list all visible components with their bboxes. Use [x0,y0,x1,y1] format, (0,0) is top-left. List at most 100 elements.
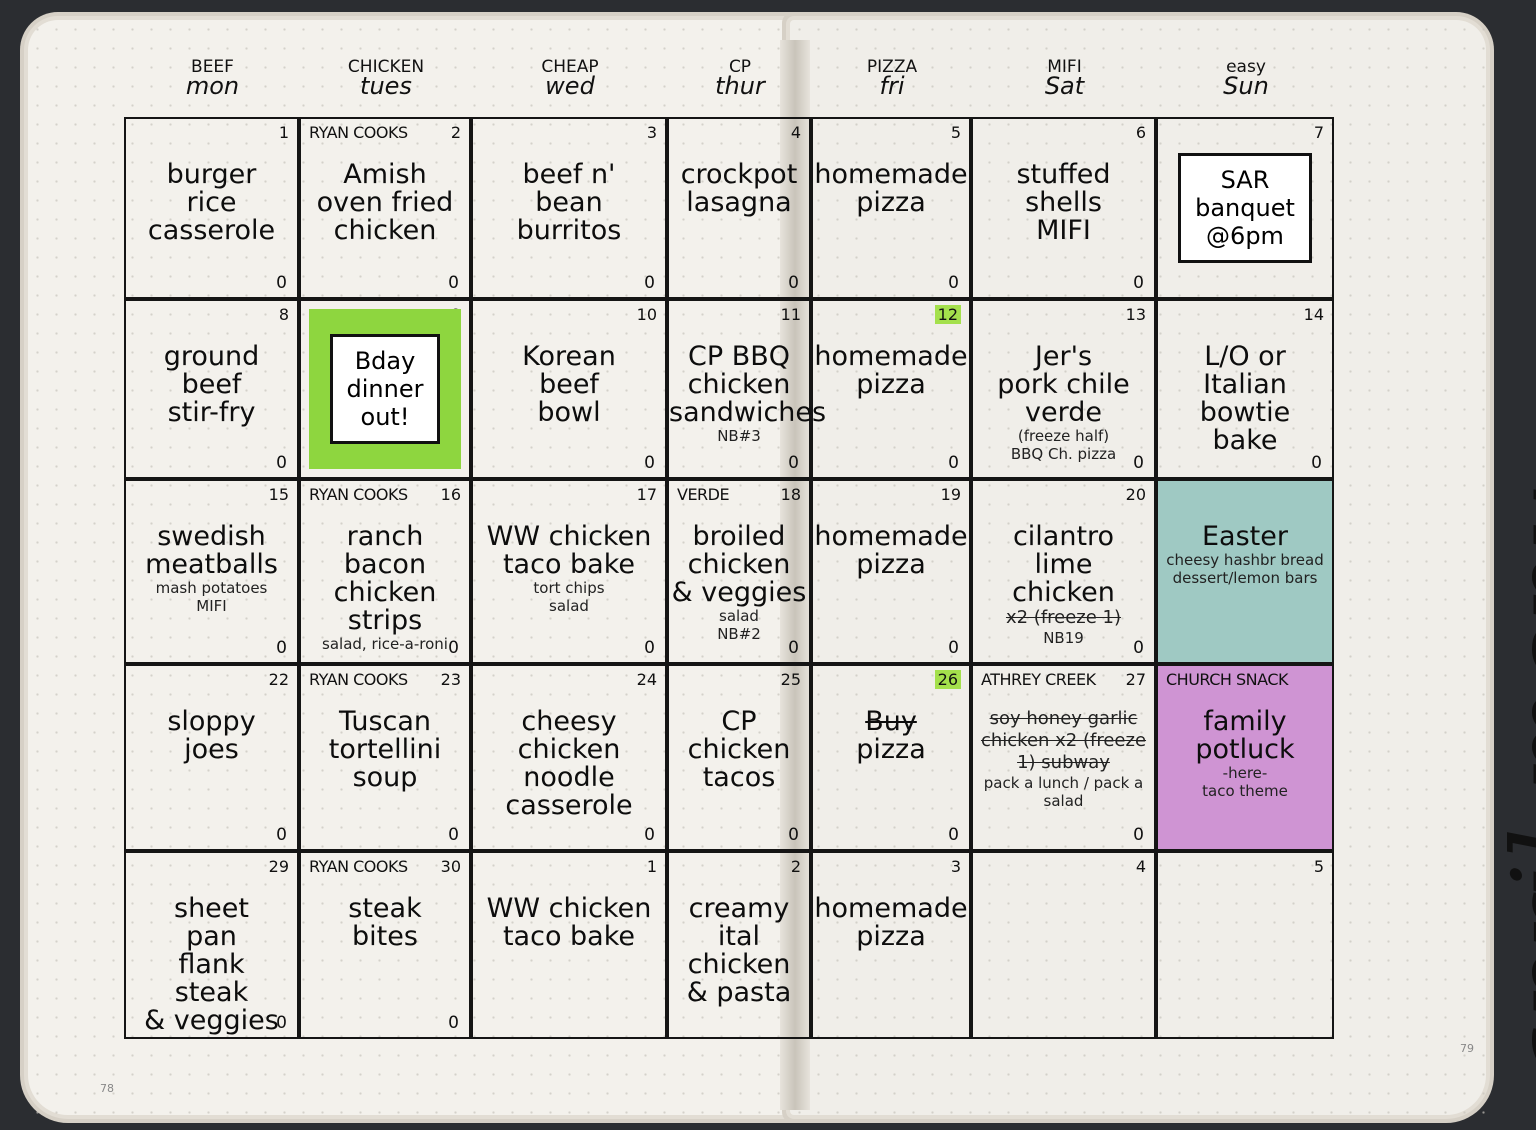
meal-subnote: (freeze half) [1017,427,1110,445]
meal-line: chicken [333,215,437,246]
meal-text: Tuscan tortellini soup [301,708,469,792]
meal-line: homemade [814,521,968,552]
meal-line: bowtie [1199,397,1291,428]
day-cell: 15 swedish meatballs mash potatoes MIFI 0 [124,479,299,664]
meal-line: beef [539,369,599,400]
meal-subnote: cheesy hashbr bread [1166,551,1324,569]
side-title: april menu [1488,481,1536,1087]
meal-text: steak bites [301,895,469,951]
day-cell: 5 [1156,851,1334,1039]
count-marker: 0 [644,453,655,473]
meal-line: pork chile [997,369,1130,400]
day-number: 17 [636,485,657,504]
day-cell: 24 cheesy chicken noodle casserole 0 [471,664,667,851]
struck-text: x2 (freeze 1) [1005,607,1122,628]
meal-text: cilantro lime chicken x2 (freeze 1) NB19 [973,523,1154,648]
meal-line: dinner [346,375,424,403]
cell-top-note: Ryan cooks [309,123,408,142]
meal-line: & veggies [144,1005,279,1036]
header-sun: easy Sun [1157,58,1335,99]
header-tues: CHICKEN tues [300,58,472,100]
meal-line: MIFI [1036,215,1091,246]
day-cell: 27 Athrey Creek soy honey garlic chicken x… [971,664,1156,851]
day-number: 12 [934,305,961,324]
meal-line: rice [186,187,237,218]
meal-text: Korean beef bowl [473,343,665,427]
day-cell: church snack family potluck -here-taco them… [1156,664,1334,851]
header-category: PIZZA [866,57,918,77]
meal-line: bake [1212,425,1278,456]
day-cell: 13 Jer's pork chile verde (freeze half) BBQ C… [971,299,1156,479]
right-page [790,20,1486,1115]
meal-line: Bday [354,347,416,375]
meal-text: Easter cheesy hashbr bread dessert/lemon b… [1158,523,1332,588]
meal-line: potluck [1195,734,1295,765]
day-number: 30 [440,857,461,876]
meal-line: CP BBQ [687,341,790,372]
meal-line: joes [184,734,239,765]
day-number: 4 [1135,857,1146,876]
count-marker: 0 [644,638,655,658]
meal-line: Jer's [1034,341,1093,372]
count-marker: 0 [644,825,655,845]
meal-text: Jer's pork chile verde (freeze half) BBQ Ch.… [973,341,1154,464]
meal-text: WW chicken taco bake [473,895,665,951]
day-number: 18 [780,485,801,504]
day-number: 27 [1125,670,1146,689]
meal-subnote: mash potatoes [155,579,268,597]
meal-line: burritos [516,215,622,246]
day-number: 23 [440,670,461,689]
cell-top-note: Ryan cooks [309,857,408,876]
count-marker: 0 [788,453,799,473]
meal-line: noodle [523,762,615,793]
day-cell: 20 cilantro lime chicken x2 (freeze 1) NB19 0 [971,479,1156,664]
page-number-right: 79 [1460,1042,1474,1055]
day-cell: 22 sloppy joes 0 [124,664,299,851]
meal-line: banquet [1195,194,1295,222]
header-day: thur [715,72,765,100]
day-cell: 19 homemade pizza 0 [811,479,971,664]
day-number: 22 [268,670,289,689]
meal-line: WW chicken [486,521,652,552]
day-cell: 10 Korean beef bowl 0 [471,299,667,479]
day-number: 2 [790,857,801,876]
day-number: 1 [278,123,289,142]
day-number: 13 [1125,305,1146,324]
meal-line: L/O or [1204,341,1286,372]
meal-line: lasagna [686,187,792,218]
count-marker: 0 [644,273,655,293]
meal-text: cheesy chicken noodle casserole [473,708,665,820]
meal-line: chicken [1012,577,1115,608]
count-marker: 0 [448,638,459,658]
header-day: tues [360,72,412,100]
count-marker: 0 [1133,638,1144,658]
meal-line: oven fried [316,187,454,218]
meal-note: salad [549,597,589,615]
day-number: 5 [950,123,961,142]
meal-note: BBQ Ch. pizza [1010,445,1117,463]
meal-line: taco bake [502,921,636,952]
meal-line: & veggies [671,577,807,608]
count-marker: 0 [948,825,959,845]
meal-line: homemade [814,341,968,372]
meal-line: bowl [537,397,601,428]
meal-text: homemade pizza [813,343,969,399]
meal-line: chicken [687,734,791,765]
count-marker: 0 [788,273,799,293]
meal-line: pizza [856,369,926,400]
meal-line: Korean [522,341,616,372]
meal-line: sheet [174,893,249,924]
day-number: 5 [1313,857,1324,876]
day-number: 10 [636,305,657,324]
meal-line: sandwiches [669,397,827,428]
count-marker: 0 [276,273,287,293]
day-cell: 11 CP BBQ chicken sandwiches NB#3 0 [667,299,827,479]
meal-text: burger rice casserole [126,161,297,245]
day-cell: 26 Buy pizza 0 [811,664,971,851]
day-cell: 1 burger rice casserole 0 [124,117,299,299]
meal-text: family potluck -here-taco theme [1158,708,1332,801]
meal-line: casserole [505,790,633,821]
header-day: fri [879,72,905,100]
meal-line: sloppy [167,706,256,737]
day-cell: 9Bdaydinnerout! [299,299,471,479]
